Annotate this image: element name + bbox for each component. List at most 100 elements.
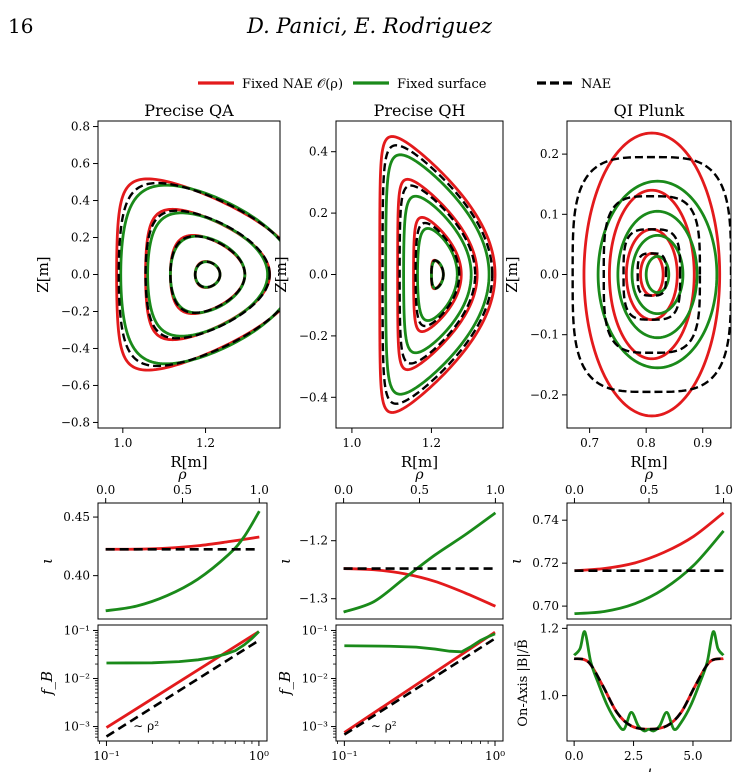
flux-surface — [616, 209, 699, 340]
y-tick-label: 0.2 — [309, 206, 328, 220]
plot-area — [378, 135, 497, 414]
y-tick-label: −1.2 — [299, 534, 328, 548]
x-axis-label: R[m] — [401, 453, 438, 471]
flux-surface — [596, 179, 719, 370]
x-tick-label: 5.0 — [683, 749, 702, 763]
x-tick-label: 1.0 — [250, 483, 269, 497]
qa-fb: 10⁻¹ 10⁰ 10⁻³ 10⁻² 10⁻¹ ρ f_B ∼ ρ² — [38, 623, 269, 772]
y-axis-label: f_B — [276, 671, 294, 696]
flux-surface — [630, 233, 685, 316]
y-tick-label: −0.2 — [530, 388, 559, 402]
qh-fb: 10⁻¹ 10⁰ 10⁻³ 10⁻² 10⁻¹ ρ f_B ∼ ρ² — [276, 623, 505, 772]
y-axis-label: f_B — [38, 671, 56, 696]
running-head: D. Panici, E. Rodriguez — [246, 14, 492, 38]
series-line — [105, 630, 260, 729]
y-tick-label: 10⁻³ — [302, 720, 329, 734]
flux-surface — [168, 233, 247, 316]
series-line — [574, 530, 725, 616]
y-tick-label: 1.2 — [540, 621, 559, 635]
x-tick-label: 1.0 — [486, 483, 505, 497]
y-tick-label: 0.2 — [71, 231, 90, 245]
plot-area — [574, 511, 725, 616]
flux-surface — [582, 131, 722, 418]
x-tick-label: 1.0 — [342, 436, 361, 450]
flux-surface — [193, 260, 222, 289]
chart-panels: 1.0 1.2 −0.8 −0.6 −0.4 −0.2 0.0 0.2 0.4 0.6 0.8 Pre… — [34, 101, 733, 772]
plot-area — [343, 631, 496, 736]
series-line — [343, 637, 496, 736]
x-tick-label: 1.2 — [196, 436, 215, 450]
qa-iota: 0.0 0.5 1.0 0.40 0.45 ρ ι — [38, 467, 269, 620]
y-tick-label: 0.2 — [540, 147, 559, 161]
x-tick-label: 0.7 — [580, 436, 599, 450]
series-line — [573, 657, 724, 731]
y-axis-label: Z[m] — [34, 256, 52, 292]
series-line — [105, 510, 261, 613]
y-tick-label: −1.3 — [299, 592, 328, 606]
series-line — [343, 567, 496, 608]
y-tick-label: 0.0 — [540, 268, 559, 282]
series-line — [573, 657, 724, 731]
panel-title: Precise QA — [144, 101, 234, 120]
qh-iota: 0.0 0.5 1.0 −1.3 −1.2 ρ ι — [276, 467, 505, 620]
legend-entry: NAE — [537, 77, 611, 92]
plot-area — [343, 511, 497, 614]
x-axis-label: ρ — [177, 467, 187, 483]
series-line — [106, 630, 260, 665]
y-tick-label: −0.2 — [299, 329, 328, 343]
x-tick-label: 10⁻¹ — [93, 749, 119, 763]
annotation: ∼ ρ² — [133, 719, 159, 733]
flux-surface — [608, 188, 696, 361]
flux-surface — [146, 211, 269, 338]
y-tick-label: 10⁻¹ — [302, 623, 328, 637]
y-tick-label: 10⁻² — [302, 672, 329, 686]
y-tick-label: 0.1 — [540, 207, 559, 221]
series-line — [573, 630, 725, 733]
axes-frame — [97, 502, 268, 620]
y-tick-label: 10⁻³ — [64, 720, 91, 734]
x-axis-label: R[m] — [630, 453, 667, 471]
plot-area — [105, 510, 261, 613]
legend-label: Fixed surface — [397, 77, 487, 92]
y-axis-label: Z[m] — [503, 256, 521, 292]
y-tick-label: 0.40 — [63, 569, 90, 583]
x-tick-label: 0.0 — [334, 483, 353, 497]
y-tick-label: 0.8 — [71, 120, 90, 134]
flux-surface — [169, 235, 247, 314]
flux-surface — [430, 259, 445, 290]
y-axis-label: ι — [276, 558, 294, 564]
y-tick-label: −0.4 — [61, 341, 91, 355]
y-tick-label: 0.45 — [63, 510, 90, 524]
plot-area — [105, 630, 260, 738]
x-tick-label: 1.2 — [422, 436, 441, 450]
x-tick-label: 10⁻¹ — [331, 749, 357, 763]
x-tick-label: 0.9 — [693, 436, 712, 450]
legend: Fixed NAE 𝒪(ρ) Fixed surface NAE — [198, 77, 611, 92]
page-header: 16 D. Panici, E. Rodriguez — [0, 0, 739, 60]
x-tick-label: 0.8 — [637, 436, 656, 450]
flux-surface — [644, 255, 671, 294]
y-tick-label: 10⁻² — [64, 672, 91, 686]
x-tick-label: 0.0 — [565, 483, 584, 497]
y-axis-label: On-Axis |B|/B̄ — [515, 639, 531, 726]
x-tick-label: 0.5 — [173, 483, 192, 497]
y-tick-label: 0.4 — [309, 145, 328, 159]
axes-frame — [97, 120, 281, 429]
axes-frame — [566, 502, 732, 620]
y-tick-label: 0.0 — [71, 268, 90, 282]
flux-surface — [384, 153, 491, 396]
panel-title: Precise QH — [374, 101, 466, 120]
y-tick-label: 0.6 — [71, 157, 90, 171]
flux-surface — [396, 177, 479, 372]
flux-surface — [571, 155, 731, 394]
series-line — [343, 511, 497, 614]
x-axis-label: ϕ — [644, 766, 654, 772]
legend-label: Fixed NAE 𝒪(ρ) — [242, 77, 343, 92]
flux-surface — [416, 227, 459, 322]
qa-cross-section: 1.0 1.2 −0.8 −0.6 −0.4 −0.2 0.0 0.2 0.4 0.6 0.8 Pre… — [34, 101, 281, 471]
y-tick-label: −0.6 — [61, 378, 90, 392]
qi-iota: 0.0 0.5 1.0 0.70 0.72 0.74 ρ ι — [507, 467, 733, 620]
y-tick-label: 0.0 — [309, 268, 328, 282]
flux-surface — [402, 194, 473, 355]
x-tick-label: 2.5 — [624, 749, 643, 763]
